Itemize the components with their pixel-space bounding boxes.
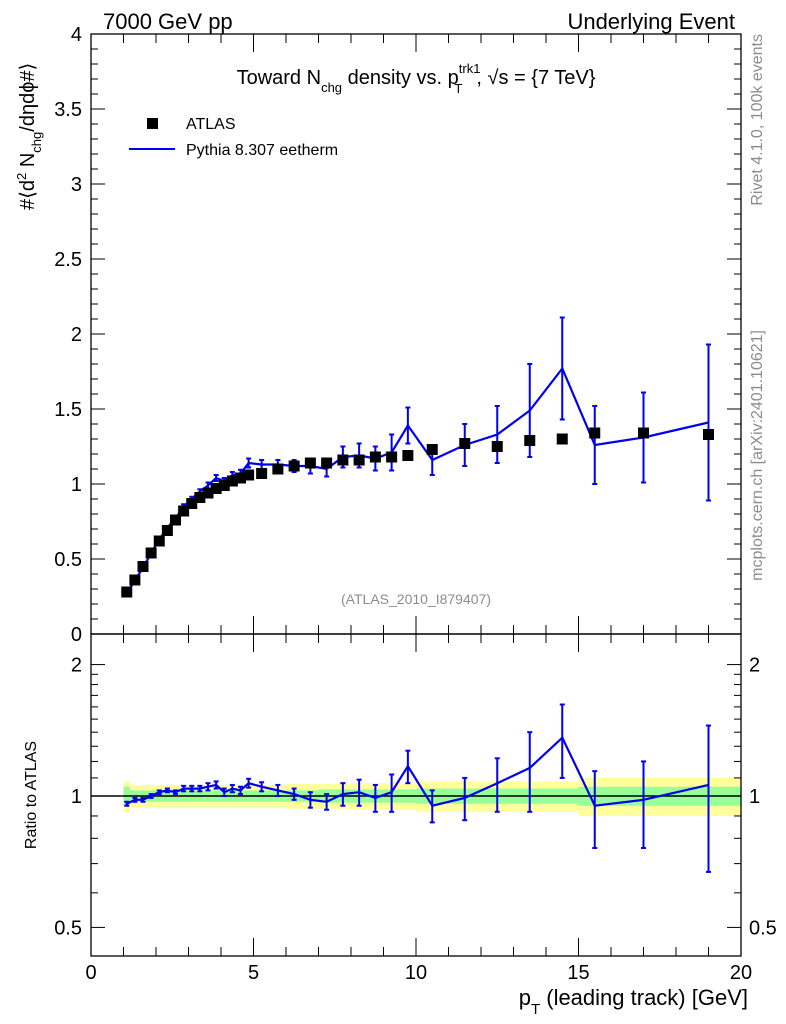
ratio-series-line	[126, 735, 709, 807]
ratio-y-tick-label: 1	[71, 786, 82, 808]
ratio-y-tick-label: 0.5	[54, 917, 82, 939]
ratio-chart-marks	[91, 703, 741, 873]
header-left: 7000 GeV pp	[103, 9, 233, 34]
main-y-tick-label: 1	[71, 474, 82, 496]
atlas-data-point	[491, 441, 503, 452]
atlas-data-point	[121, 586, 133, 598]
atlas-data-point	[256, 468, 268, 479]
main-y-tick-label: 0	[71, 624, 82, 646]
analysis-tag: (ATLAS_2010_I879407)	[341, 591, 491, 607]
ratio-x-ticks: 0 5 10 15 20	[85, 634, 752, 984]
main-x-ticks	[90, 34, 742, 634]
atlas-data-point	[524, 435, 536, 446]
main-panel: 0 0.5 1 1.5 2 2.5 3 3.5 4 Toward Nchg density vs…	[14, 24, 742, 646]
main-y-tick-label: 3	[71, 174, 82, 196]
ratio-y-tick-label-right: 2	[749, 655, 760, 677]
main-chart-marks	[121, 316, 714, 598]
legend-label-pythia: Pythia 8.307 eetherm	[186, 142, 338, 159]
main-y-tick-label: 2	[71, 324, 82, 346]
legend: ATLAS Pythia 8.307 eetherm	[129, 116, 338, 159]
chart-title: Toward Nchg density vs. ptrk1 T, √s = {7 …	[237, 61, 596, 96]
atlas-data-point	[186, 498, 198, 509]
main-y-tick-label: 2.5	[54, 249, 82, 271]
atlas-data-point	[703, 429, 714, 440]
legend-label-atlas: ATLAS	[186, 116, 236, 133]
mc-series-line	[125, 366, 709, 595]
atlas-data-point	[202, 487, 214, 499]
atlas-data-point	[218, 480, 230, 491]
ratio-y-axis-label: Ratio to ATLAS	[23, 741, 40, 849]
main-y-tick-label: 4	[71, 24, 82, 46]
mcplots-label: mcplots.cern.ch [arXiv:2401.10621]	[749, 330, 766, 581]
atlas-data-point	[337, 454, 349, 466]
ratio-y-tick-label: 2	[71, 655, 82, 677]
main-y-tick-label: 1.5	[54, 399, 82, 421]
x-tick-label: 0	[85, 962, 96, 984]
x-tick-label: 5	[248, 962, 259, 984]
ratio-y-ticks: 0.5 0.5 1 1 2 2	[54, 655, 777, 940]
atlas-data-point	[459, 438, 471, 449]
atlas-data-point	[153, 535, 165, 547]
atlas-data-point	[304, 457, 316, 469]
atlas-data-point	[194, 492, 206, 503]
x-axis-label: pT (leading track) [GeV]	[519, 985, 748, 1018]
x-tick-label: 20	[730, 962, 752, 984]
atlas-data-point	[321, 457, 333, 469]
main-y-axis-label: #⟨d2 Nchg/dηdϕ#⟩	[14, 63, 44, 210]
main-y-tick-label: 3.5	[54, 99, 82, 121]
atlas-data-point	[161, 525, 173, 536]
atlas-data-point	[137, 561, 149, 572]
atlas-data-point	[589, 427, 601, 439]
atlas-data-point	[426, 444, 438, 455]
ratio-panel: 0.5 0.5 1 1 2 2 0 5 10 15 20 Ratio to ATLAS pT (l…	[23, 633, 777, 1018]
x-tick-label: 15	[567, 962, 589, 984]
ratio-y-tick-label-right: 0.5	[749, 917, 777, 939]
atlas-data-point	[170, 514, 181, 526]
atlas-data-point	[369, 451, 381, 463]
header-right: Underlying Event	[567, 9, 735, 34]
rivet-version-label: Rivet 4.1.0, 100k events	[749, 34, 766, 206]
atlas-data-point	[235, 472, 246, 484]
atlas-data-point	[243, 469, 255, 481]
atlas-data-point	[353, 454, 365, 466]
atlas-data-point	[272, 463, 284, 475]
atlas-data-point	[638, 427, 649, 439]
atlas-data-point	[178, 505, 190, 517]
atlas-data-point	[145, 547, 157, 559]
ratio-y-tick-label-right: 1	[749, 786, 760, 808]
atlas-data-point	[556, 433, 568, 445]
legend-marker-atlas	[147, 118, 158, 129]
x-tick-label: 10	[405, 962, 427, 984]
atlas-data-point	[288, 460, 300, 472]
atlas-data-point	[226, 475, 238, 487]
atlas-data-point	[402, 450, 414, 461]
atlas-data-point	[386, 451, 398, 463]
main-y-tick-label: 0.5	[54, 549, 82, 571]
atlas-data-point	[129, 574, 141, 586]
atlas-data-point	[210, 483, 222, 494]
main-y-ticks: 0 0.5 1 1.5 2 2.5 3 3.5 4	[54, 24, 741, 646]
